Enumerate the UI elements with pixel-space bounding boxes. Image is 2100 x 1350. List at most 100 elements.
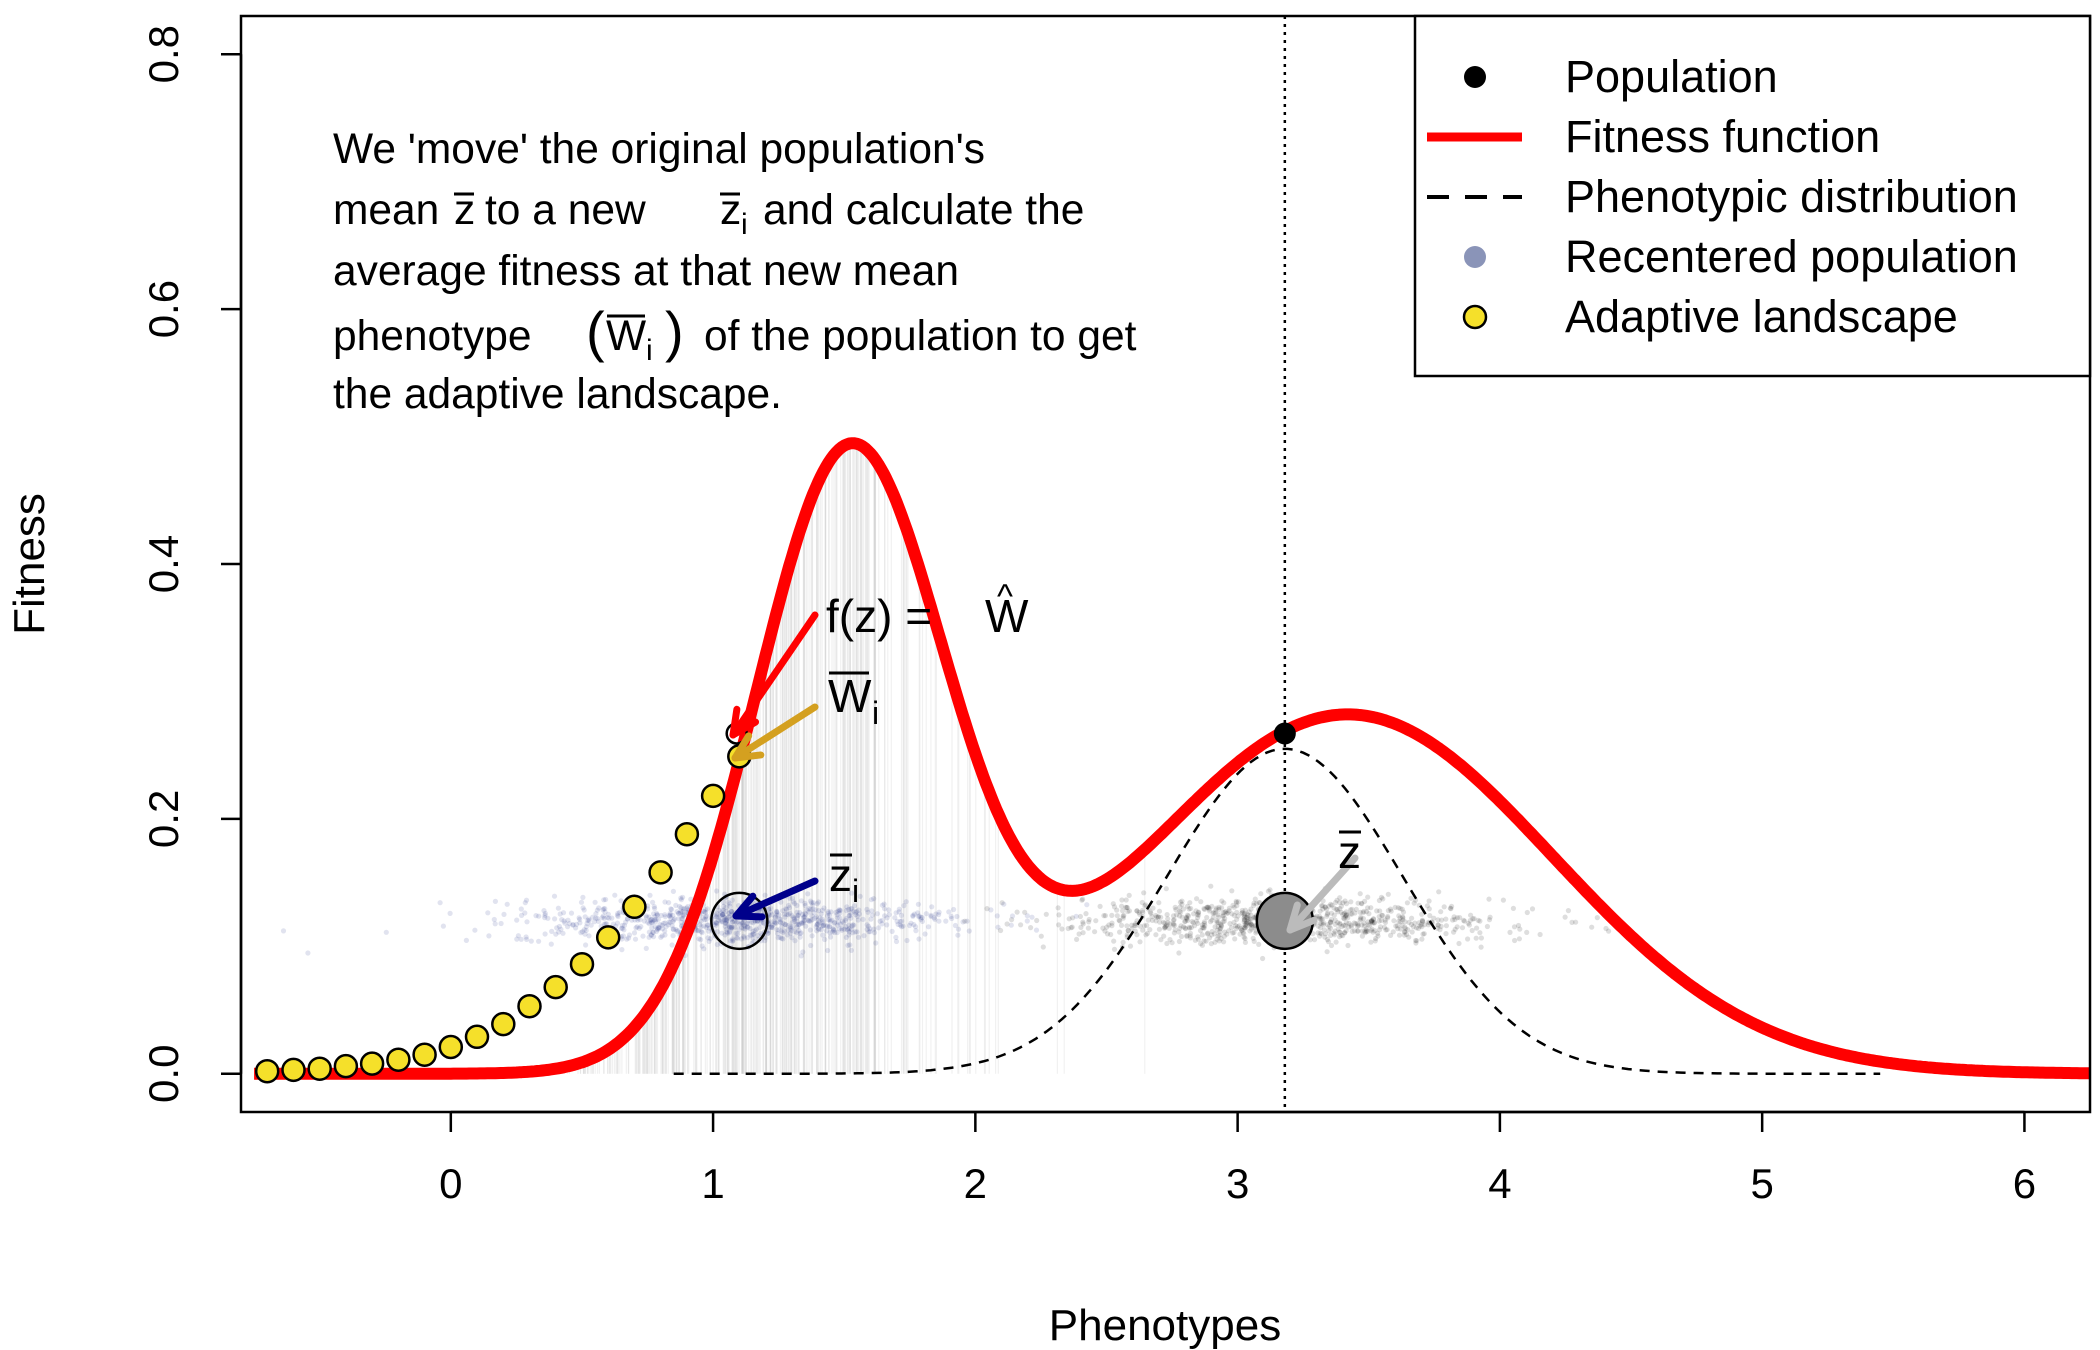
population-cloud-point bbox=[1177, 913, 1183, 919]
population-cloud-point bbox=[1104, 931, 1111, 937]
recentered-cloud-point bbox=[623, 919, 629, 925]
recentered-cloud-point bbox=[726, 914, 732, 920]
recentered-cloud-point bbox=[781, 928, 787, 934]
population-cloud-point bbox=[1441, 904, 1447, 910]
population-cloud-point bbox=[1412, 897, 1419, 903]
population-cloud-point bbox=[1068, 925, 1074, 931]
recentered-cloud-point bbox=[703, 916, 709, 923]
population-cloud-point bbox=[1056, 912, 1062, 918]
population-cloud-point bbox=[1214, 927, 1220, 933]
population-cloud-point bbox=[1385, 908, 1391, 914]
population-cloud-point bbox=[1231, 912, 1237, 919]
symbol-zbar-inline: z bbox=[454, 187, 475, 234]
recentered-cloud-point bbox=[892, 915, 898, 921]
population-cloud-point bbox=[1402, 929, 1408, 935]
population-cloud-point bbox=[1345, 942, 1351, 949]
recentered-cloud-point bbox=[787, 895, 793, 901]
recentered-cloud-point bbox=[860, 916, 866, 923]
population-cloud-point bbox=[1465, 936, 1471, 942]
recentered-cloud-point bbox=[676, 910, 682, 917]
recentered-cloud-point bbox=[735, 931, 741, 937]
recentered-cloud-point bbox=[678, 905, 684, 911]
recentered-cloud-point bbox=[784, 932, 791, 938]
population-cloud-point bbox=[1477, 930, 1483, 936]
recentered-cloud-point bbox=[700, 915, 706, 921]
recentered-cloud-point bbox=[779, 935, 785, 942]
population-cloud-point bbox=[1204, 914, 1210, 921]
recentered-cloud-point bbox=[719, 912, 726, 918]
population-cloud-point bbox=[1116, 917, 1122, 923]
population-cloud-point bbox=[1187, 933, 1193, 939]
recentered-cloud-point bbox=[843, 924, 849, 930]
recentered-cloud-point bbox=[813, 924, 819, 930]
population-cloud-point bbox=[1124, 904, 1130, 911]
recentered-cloud-point bbox=[855, 934, 862, 940]
recentered-cloud-point bbox=[557, 911, 563, 917]
recentered-cloud-point bbox=[806, 917, 812, 924]
population-cloud-point bbox=[1317, 916, 1323, 922]
recentered-cloud-point bbox=[778, 920, 784, 926]
population-cloud-point bbox=[1369, 918, 1375, 924]
recentered-cloud-point bbox=[669, 923, 675, 929]
recentered-cloud-point bbox=[662, 920, 668, 926]
recentered-cloud-point bbox=[779, 924, 785, 930]
recentered-cloud-point bbox=[698, 918, 704, 924]
recentered-cloud-point bbox=[706, 938, 712, 945]
population-cloud-point bbox=[1425, 922, 1431, 928]
recentered-cloud-point bbox=[836, 908, 843, 914]
recentered-cloud-point bbox=[596, 905, 602, 911]
population-cloud-point bbox=[1337, 934, 1343, 940]
population-cloud-point bbox=[1204, 904, 1210, 910]
population-cloud-point bbox=[1160, 919, 1166, 925]
recentered-cloud-point bbox=[720, 911, 726, 917]
population-cloud-point bbox=[1167, 937, 1173, 943]
population-cloud-point bbox=[1158, 914, 1164, 920]
population-cloud-point bbox=[1221, 939, 1227, 945]
population-cloud-point bbox=[1165, 920, 1171, 926]
population-cloud-point bbox=[1340, 900, 1346, 906]
recentered-cloud-point bbox=[684, 905, 690, 911]
recentered-cloud-point bbox=[658, 912, 664, 919]
recentered-cloud-point bbox=[716, 915, 722, 921]
population-cloud-point bbox=[1211, 931, 1218, 937]
recentered-cloud-point bbox=[674, 909, 680, 915]
recentered-cloud-point bbox=[796, 921, 802, 927]
arrow-zi bbox=[732, 877, 819, 921]
annotation-line-1: We 'move' the original population's bbox=[333, 126, 985, 173]
population-cloud-point bbox=[1170, 921, 1177, 927]
population-cloud-point bbox=[1144, 922, 1150, 929]
population-cloud-point bbox=[1431, 915, 1437, 921]
population-cloud-point bbox=[1370, 920, 1376, 926]
population-cloud-point bbox=[1169, 940, 1175, 946]
recentered-cloud-point bbox=[588, 922, 594, 928]
recentered-cloud-point bbox=[815, 899, 822, 905]
recentered-cloud-point bbox=[1073, 913, 1079, 919]
recentered-cloud-point bbox=[649, 925, 655, 931]
recentered-cloud-point bbox=[794, 921, 800, 928]
recentered-cloud-point bbox=[633, 925, 639, 931]
recentered-cloud-point bbox=[678, 897, 685, 903]
population-cloud-point bbox=[1244, 914, 1250, 921]
recentered-cloud-point bbox=[669, 942, 675, 948]
population-cloud-point bbox=[1217, 928, 1223, 935]
population-cloud-point bbox=[1252, 896, 1258, 902]
population-cloud-point bbox=[1343, 920, 1349, 926]
population-cloud-point bbox=[1529, 906, 1536, 912]
population-cloud-point bbox=[1086, 919, 1092, 925]
recentered-cloud-point bbox=[869, 912, 876, 918]
population-cloud-point bbox=[1161, 925, 1168, 931]
population-cloud-point bbox=[1360, 916, 1366, 922]
recentered-cloud-point bbox=[570, 922, 576, 928]
population-cloud-point bbox=[1371, 920, 1377, 926]
population-cloud-point bbox=[1248, 906, 1254, 912]
recentered-cloud-point bbox=[750, 935, 756, 941]
recentered-cloud-point bbox=[718, 910, 724, 916]
recentered-cloud-point bbox=[745, 925, 751, 931]
population-cloud-point bbox=[1326, 928, 1332, 934]
zbar-label-letter: z bbox=[1338, 826, 1361, 878]
label-zbar-i: z i bbox=[829, 849, 859, 909]
population-cloud-point bbox=[1537, 931, 1543, 938]
population-cloud-point bbox=[1357, 909, 1363, 916]
population-cloud-point bbox=[1241, 934, 1247, 940]
population-cloud-point bbox=[1170, 917, 1177, 923]
